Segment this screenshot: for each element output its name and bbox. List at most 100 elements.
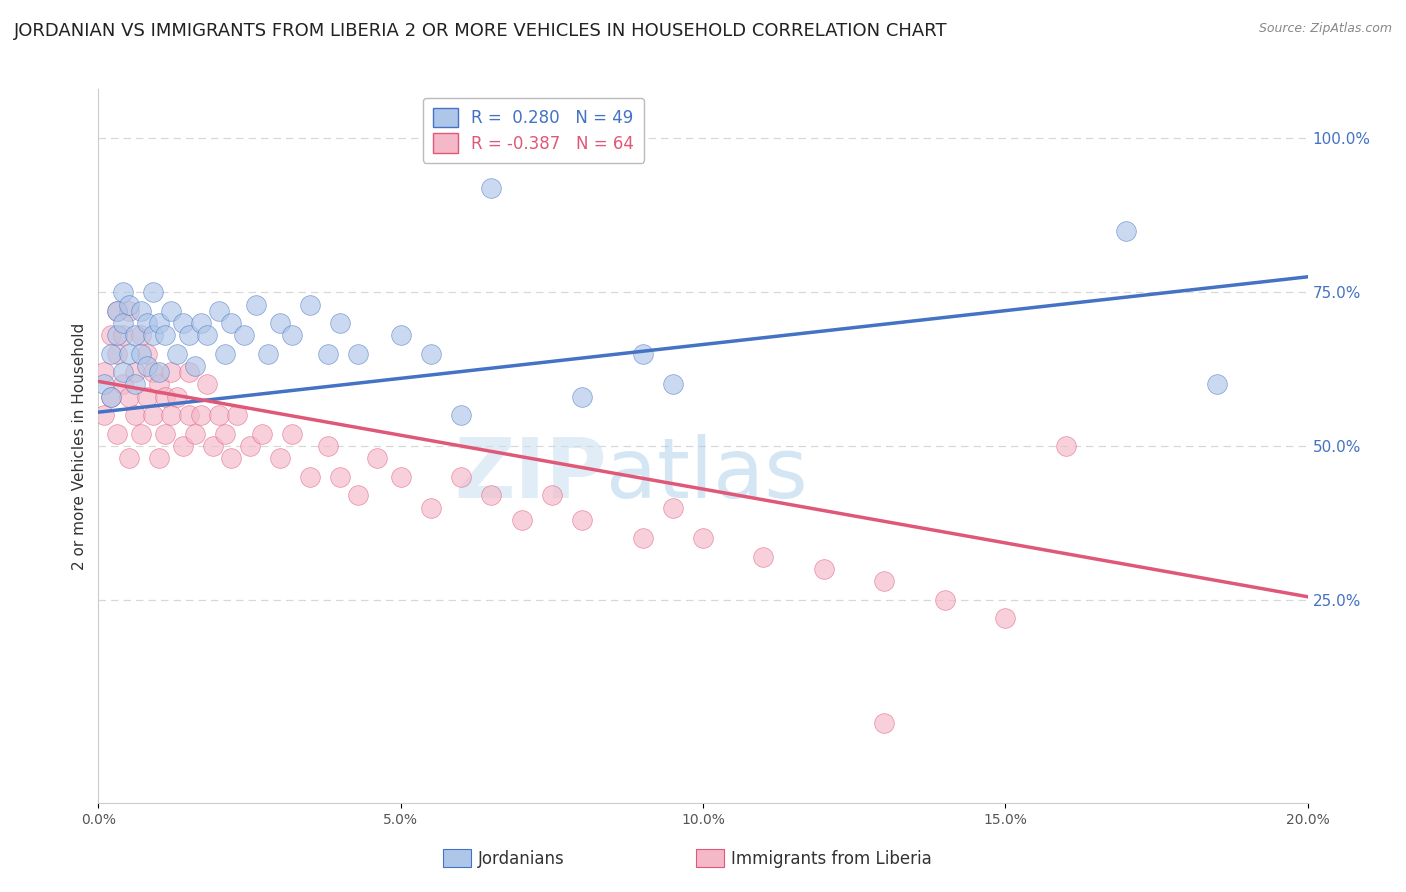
Point [100, 347, 122, 361]
Point [214, 426, 236, 441]
Point [661, 500, 683, 515]
Point [160, 409, 183, 423]
Point [129, 426, 152, 441]
Point [221, 316, 243, 330]
Point [129, 347, 152, 361]
Point [111, 377, 134, 392]
Point [135, 316, 157, 330]
Point [93, 377, 115, 392]
Point [118, 347, 141, 361]
Point [129, 303, 152, 318]
Point [316, 439, 339, 453]
Point [202, 439, 225, 453]
Point [269, 451, 291, 466]
Point [105, 426, 128, 441]
Point [111, 316, 134, 330]
Point [245, 297, 267, 311]
Point [142, 328, 165, 343]
Point [179, 409, 201, 423]
Point [873, 574, 896, 589]
Point [420, 347, 443, 361]
Point [1206, 377, 1229, 392]
Point [148, 377, 170, 392]
Point [269, 316, 291, 330]
Point [111, 285, 134, 300]
Point [118, 390, 141, 404]
Point [118, 303, 141, 318]
Point [420, 500, 443, 515]
Point [179, 365, 201, 379]
Point [184, 426, 207, 441]
Point [100, 390, 122, 404]
Point [105, 347, 128, 361]
Point [135, 347, 157, 361]
Point [256, 347, 278, 361]
Point [172, 439, 194, 453]
Point [347, 347, 370, 361]
Point [195, 377, 218, 392]
Text: Immigrants from Liberia: Immigrants from Liberia [731, 850, 932, 868]
Point [166, 390, 188, 404]
Point [184, 359, 207, 373]
Point [934, 592, 956, 607]
Point [160, 303, 183, 318]
Point [299, 469, 322, 483]
Point [142, 365, 165, 379]
Point [813, 562, 835, 576]
Point [994, 611, 1017, 625]
Point [329, 316, 352, 330]
Point [142, 409, 165, 423]
Point [153, 390, 176, 404]
Point [221, 451, 243, 466]
Point [124, 409, 146, 423]
Point [148, 365, 170, 379]
Point [93, 365, 115, 379]
Point [142, 285, 165, 300]
Point [329, 469, 352, 483]
Point [1115, 224, 1137, 238]
Point [100, 390, 122, 404]
Point [172, 316, 194, 330]
Point [661, 377, 683, 392]
Point [281, 426, 304, 441]
Point [281, 328, 304, 343]
Point [481, 180, 503, 194]
Point [571, 513, 593, 527]
Y-axis label: 2 or more Vehicles in Household: 2 or more Vehicles in Household [72, 322, 87, 570]
Point [135, 359, 157, 373]
Point [752, 549, 775, 564]
Point [100, 328, 122, 343]
Point [366, 451, 388, 466]
Point [214, 347, 236, 361]
Point [239, 439, 262, 453]
Text: Jordanians: Jordanians [478, 850, 565, 868]
Point [153, 328, 176, 343]
Point [160, 365, 183, 379]
Point [316, 347, 339, 361]
Point [105, 303, 128, 318]
Point [692, 531, 714, 545]
Point [299, 297, 322, 311]
Point [389, 469, 412, 483]
Point [105, 328, 128, 343]
Point [129, 328, 152, 343]
Point [153, 426, 176, 441]
Point [631, 347, 654, 361]
Point [631, 531, 654, 545]
Point [250, 426, 273, 441]
Point [450, 409, 472, 423]
Point [166, 347, 188, 361]
Point [124, 328, 146, 343]
Point [124, 377, 146, 392]
Point [111, 328, 134, 343]
Point [105, 303, 128, 318]
Text: JORDANIAN VS IMMIGRANTS FROM LIBERIA 2 OR MORE VEHICLES IN HOUSEHOLD CORRELATION: JORDANIAN VS IMMIGRANTS FROM LIBERIA 2 O… [14, 22, 948, 40]
Point [481, 488, 503, 502]
Point [190, 316, 212, 330]
Point [347, 488, 370, 502]
Point [226, 409, 249, 423]
Point [571, 390, 593, 404]
Point [450, 469, 472, 483]
Point [190, 409, 212, 423]
Point [208, 409, 231, 423]
